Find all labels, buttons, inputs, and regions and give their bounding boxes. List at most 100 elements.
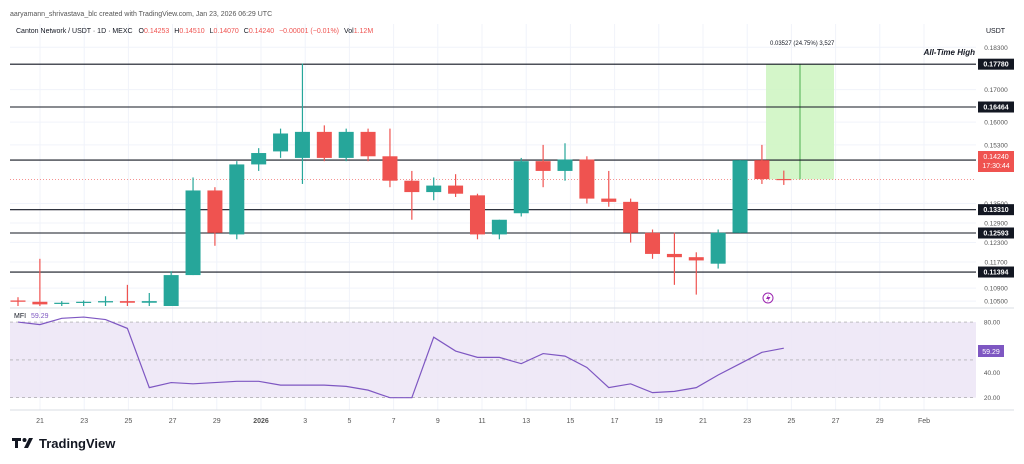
open-label: O	[139, 28, 145, 35]
candle-body	[688, 257, 704, 261]
candle	[557, 143, 573, 181]
candle	[469, 193, 485, 240]
mfi-line	[17, 316, 784, 399]
candle	[426, 177, 442, 201]
price-tick-label: 0.10500	[984, 299, 1008, 306]
time-tick-label: 23	[743, 418, 751, 425]
mfi-legend: MFI 59.29	[14, 313, 49, 320]
current-price-box	[978, 151, 1014, 172]
close-value: 0.14240	[249, 28, 274, 35]
time-tick-label: 27	[832, 418, 840, 425]
candle	[10, 297, 26, 306]
candle	[316, 125, 332, 162]
candle-body	[185, 190, 201, 276]
candle-body	[119, 301, 135, 303]
candle-body	[141, 301, 157, 303]
candle	[98, 296, 114, 306]
mfi-tick-label: 80.00	[984, 320, 1001, 327]
measure-label: 0.03527 (24.75%) 3,527	[770, 41, 835, 47]
tradingview-brand[interactable]: TradingView	[12, 434, 115, 452]
time-tick-label: 25	[125, 418, 133, 425]
candle	[119, 284, 135, 306]
level-badge-label: 0.16464	[983, 105, 1008, 112]
candle	[623, 198, 639, 243]
time-tick-label: 15	[567, 418, 575, 425]
level-badge-label: 0.12593	[983, 230, 1008, 237]
candle	[251, 148, 267, 171]
candle	[294, 63, 310, 184]
ath-label: All-Time High	[923, 48, 976, 57]
price-tick-label: 0.10900	[984, 286, 1008, 293]
candle-body	[382, 156, 398, 181]
candle	[666, 232, 682, 285]
candles	[10, 63, 792, 306]
countdown-label: 17:30:44	[982, 163, 1009, 170]
candle-body	[513, 161, 529, 214]
time-tick-label: 29	[213, 418, 221, 425]
candle-body	[491, 219, 507, 235]
created-line: aaryamann_shrivastava_blc created with T…	[10, 11, 272, 18]
currency-label: USDT	[986, 28, 1006, 35]
vol-label: Vol	[344, 28, 354, 35]
candle-body	[294, 131, 310, 158]
low-label: L	[210, 28, 214, 35]
mfi-value: 59.29	[31, 313, 49, 320]
time-tick-label: 19	[655, 418, 663, 425]
candle-body	[251, 153, 267, 165]
mfi-badge-box	[978, 345, 1004, 357]
candle-body	[710, 232, 726, 264]
candle	[404, 170, 420, 220]
mfi-pane	[10, 316, 976, 399]
candle-body	[601, 198, 617, 202]
low-value: 0.14070	[213, 28, 238, 35]
close-label: C	[244, 28, 249, 35]
time-axis: 21 23 25 27 29 2026 3 5 7 9 11 13 15 17 19 21 23 25 27 29 Fe…	[36, 418, 930, 425]
candle-body	[645, 232, 661, 254]
candle-body	[579, 159, 595, 199]
candle	[601, 170, 617, 207]
candle-body	[404, 180, 420, 193]
time-tick-label: 21	[36, 418, 44, 425]
level-badge-label: 0.17780	[983, 62, 1008, 69]
time-tick-label: 21	[699, 418, 707, 425]
candle-body	[426, 185, 442, 193]
candle	[513, 157, 529, 217]
price-tick-label: 0.11700	[984, 260, 1007, 267]
level-badge-box	[978, 204, 1014, 216]
candle-body	[273, 133, 289, 152]
time-tick-label: 17	[611, 418, 619, 425]
candle	[32, 258, 48, 306]
price-axis: 0.183000.170000.160000.153000.135000.129…	[984, 45, 1008, 306]
candle	[491, 219, 507, 240]
candle	[732, 160, 748, 233]
mfi-axis: 80.00 40.00 20.00	[984, 320, 1001, 403]
level-badge-label: 0.13310	[983, 207, 1008, 214]
event-marker[interactable]	[762, 292, 774, 304]
level-badge-box	[978, 58, 1014, 70]
candle	[448, 174, 464, 197]
high-label: H	[174, 28, 179, 35]
candle	[338, 128, 354, 162]
price-tick-label: 0.15300	[984, 142, 1008, 149]
candle-body	[732, 160, 748, 233]
tradingview-logo-icon	[12, 438, 33, 448]
change-value: −0.00001 (−0.01%)	[279, 28, 339, 35]
candle	[273, 128, 289, 158]
candle-body	[338, 131, 354, 158]
candle-body	[32, 301, 48, 305]
price-tick-label: 0.16000	[984, 120, 1008, 127]
brand-name: TradingView	[39, 435, 116, 451]
candle	[141, 292, 157, 306]
mfi-tick-label: 40.00	[984, 370, 1001, 377]
candle-body	[776, 178, 792, 181]
mfi-badge-label: 59.29	[982, 349, 1000, 356]
candle-body	[98, 301, 114, 303]
candle	[645, 229, 661, 259]
time-tick-label: Feb	[918, 418, 930, 425]
candle	[54, 301, 70, 306]
time-tick-label: 2026	[253, 418, 269, 425]
mfi-tick-label: 20.00	[984, 395, 1001, 402]
lightning-icon	[766, 294, 771, 303]
time-tick-label: 3	[303, 418, 307, 425]
candle	[579, 156, 595, 204]
